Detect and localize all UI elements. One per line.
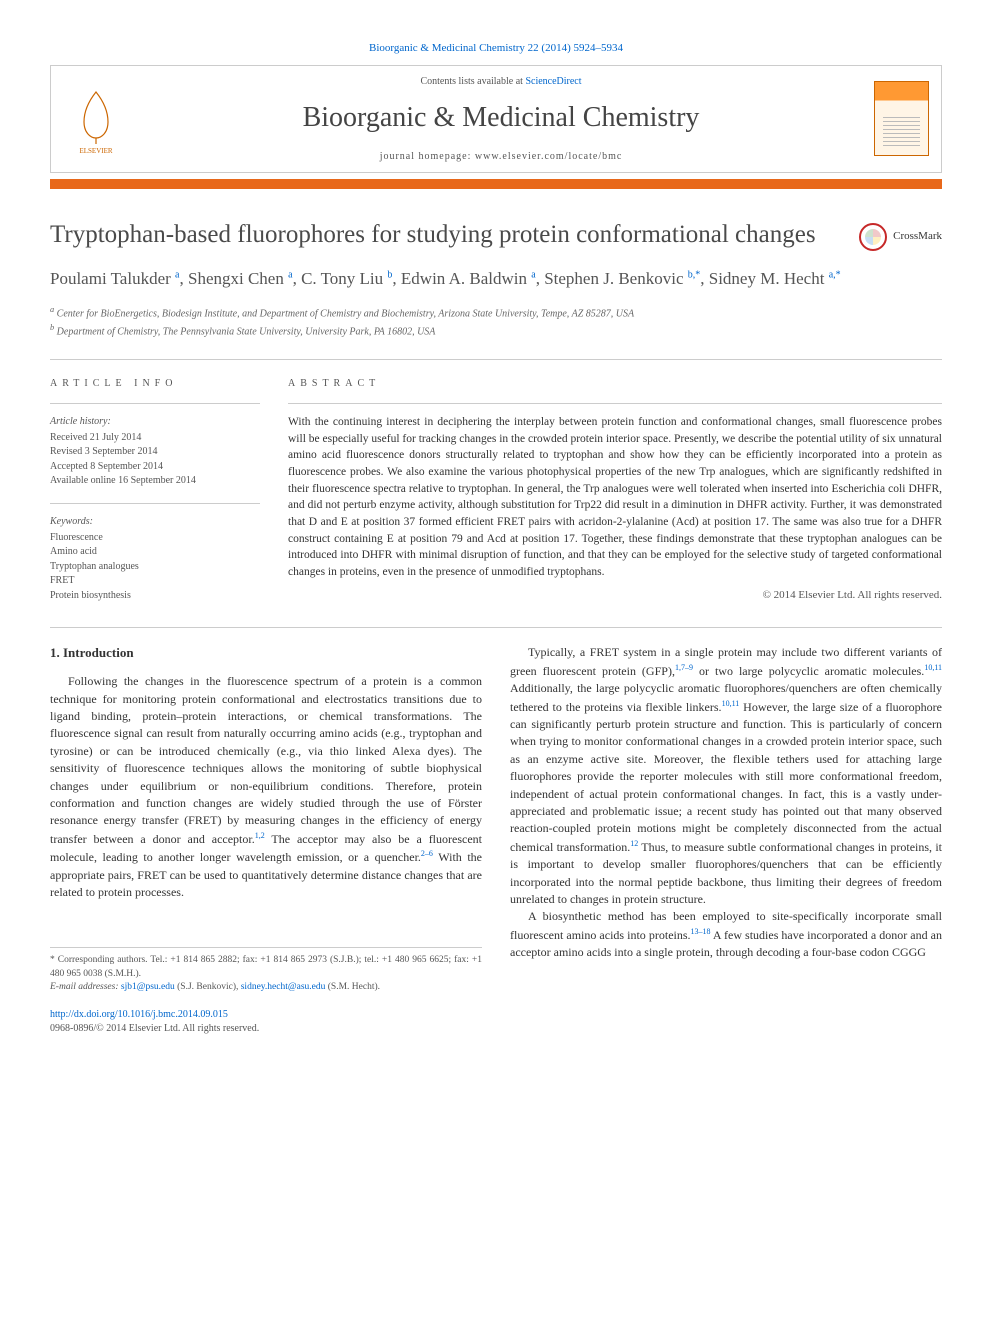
footnotes-block: * Corresponding authors. Tel.: +1 814 86…: [50, 947, 482, 994]
keywords-label: Keywords:: [50, 514, 260, 529]
divider: [50, 359, 942, 360]
citation-ref[interactable]: 2–6: [421, 849, 433, 858]
body-columns: 1. Introduction Following the changes in…: [50, 644, 942, 1036]
elsevier-tree-icon: ELSEVIER: [66, 84, 126, 154]
abstract-text: With the continuing interest in decipher…: [288, 414, 942, 581]
email-link[interactable]: sjb1@psu.edu: [121, 982, 175, 992]
email-label: E-mail addresses:: [50, 982, 119, 992]
body-paragraph: Following the changes in the fluorescenc…: [50, 673, 482, 901]
issn-copyright-line: 0968-0896/© 2014 Elsevier Ltd. All right…: [50, 1023, 259, 1034]
divider: [288, 403, 942, 404]
body-paragraph: Typically, a FRET system in a single pro…: [510, 644, 942, 908]
history-accepted: Accepted 8 September 2014: [50, 460, 260, 475]
citation-ref[interactable]: 10,11: [924, 663, 942, 672]
keywords-block: Keywords: Fluorescence Amino acid Trypto…: [50, 514, 260, 604]
article-history: Article history: Received 21 July 2014 R…: [50, 414, 260, 489]
masthead: ELSEVIER Contents lists available at Sci…: [50, 65, 942, 173]
publisher-logo-cell: ELSEVIER: [51, 66, 141, 172]
homepage-url[interactable]: www.elsevier.com/locate/bmc: [475, 151, 622, 162]
body-paragraph: A biosynthetic method has been employed …: [510, 908, 942, 961]
divider: [50, 403, 260, 404]
issue-citation-link[interactable]: Bioorganic & Medicinal Chemistry 22 (201…: [369, 42, 623, 54]
journal-cover-cell: [861, 66, 941, 172]
contents-prefix: Contents lists available at: [420, 76, 525, 87]
doi-block: http://dx.doi.org/10.1016/j.bmc.2014.09.…: [50, 1008, 482, 1036]
citation-ref[interactable]: 13–18: [691, 927, 711, 936]
journal-homepage-line: journal homepage: www.elsevier.com/locat…: [151, 149, 851, 164]
email-link[interactable]: sidney.hecht@asu.edu: [241, 982, 326, 992]
article-info-block: ARTICLE INFO Article history: Received 2…: [50, 376, 260, 604]
citation-ref[interactable]: 1,2: [255, 831, 265, 840]
keyword: Amino acid: [50, 545, 260, 560]
keyword: FRET: [50, 574, 260, 589]
affiliations: a Center for BioEnergetics, Biodesign In…: [50, 304, 942, 339]
email-attribution: (S.J. Benkovic),: [175, 982, 241, 992]
keyword: Protein biosynthesis: [50, 589, 260, 604]
journal-name: Bioorganic & Medicinal Chemistry: [151, 97, 851, 139]
email-attribution: (S.M. Hecht).: [325, 982, 380, 992]
history-received: Received 21 July 2014: [50, 431, 260, 446]
article-title: Tryptophan-based fluorophores for studyi…: [50, 219, 839, 250]
affiliation-a: a Center for BioEnergetics, Biodesign In…: [50, 304, 942, 321]
divider: [50, 503, 260, 504]
sciencedirect-link[interactable]: ScienceDirect: [525, 76, 581, 87]
citation-ref[interactable]: 10,11: [722, 699, 740, 708]
accent-bar: [50, 179, 942, 189]
journal-cover-icon: [874, 81, 929, 156]
svg-text:ELSEVIER: ELSEVIER: [79, 147, 112, 154]
history-online: Available online 16 September 2014: [50, 474, 260, 489]
article-info-label: ARTICLE INFO: [50, 376, 260, 391]
abstract-block: ABSTRACT With the continuing interest in…: [288, 376, 942, 604]
keyword: Tryptophan analogues: [50, 560, 260, 575]
crossmark-label: CrossMark: [893, 228, 942, 245]
abstract-copyright: © 2014 Elsevier Ltd. All rights reserved…: [288, 587, 942, 604]
contents-available-line: Contents lists available at ScienceDirec…: [151, 74, 851, 89]
homepage-prefix: journal homepage:: [380, 151, 475, 162]
masthead-center: Contents lists available at ScienceDirec…: [141, 66, 861, 172]
keyword: Fluorescence: [50, 531, 260, 546]
issue-citation: Bioorganic & Medicinal Chemistry 22 (201…: [50, 40, 942, 57]
authors-line: Poulami Talukder a, Shengxi Chen a, C. T…: [50, 267, 942, 291]
affiliation-b: b Department of Chemistry, The Pennsylva…: [50, 322, 942, 339]
doi-link[interactable]: http://dx.doi.org/10.1016/j.bmc.2014.09.…: [50, 1009, 228, 1020]
history-revised: Revised 3 September 2014: [50, 445, 260, 460]
citation-ref[interactable]: 1,7–9: [675, 663, 693, 672]
crossmark-badge[interactable]: CrossMark: [859, 219, 942, 251]
divider: [50, 627, 942, 628]
section-heading-intro: 1. Introduction: [50, 644, 482, 663]
history-label: Article history:: [50, 414, 260, 429]
email-addresses-line: E-mail addresses: sjb1@psu.edu (S.J. Ben…: [50, 981, 482, 994]
abstract-label: ABSTRACT: [288, 376, 942, 391]
crossmark-icon: [859, 223, 887, 251]
corresponding-authors-note: * Corresponding authors. Tel.: +1 814 86…: [50, 954, 482, 981]
